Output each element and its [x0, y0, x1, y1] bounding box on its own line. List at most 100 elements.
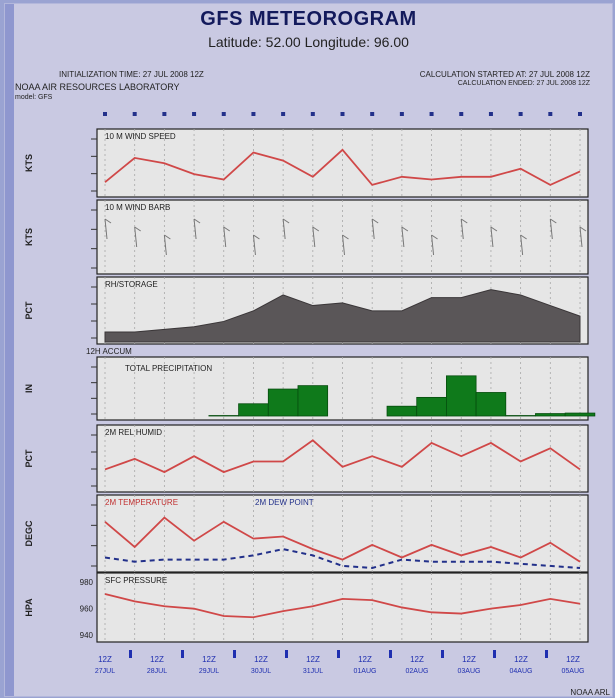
- time-axis-label: 12Z 30JUL: [251, 655, 271, 675]
- wind-barb-flag: [223, 226, 231, 232]
- wind-barb: [163, 234, 167, 256]
- time-label-date: 03AUG: [458, 668, 481, 675]
- y-axis-label: DEGC: [24, 520, 34, 547]
- precip-bar: [416, 396, 447, 417]
- panel-1: KTS 10 M WIND BARB: [24, 199, 589, 275]
- time-label-hour: 12Z: [410, 655, 424, 664]
- time-label-hour: 12Z: [150, 655, 164, 664]
- time-label-date: 31JUL: [303, 668, 323, 675]
- time-axis-label: 12Z 03AUG: [458, 655, 481, 675]
- hour-tick-mark: [281, 112, 286, 116]
- y-axis-label: PCT: [24, 301, 34, 320]
- time-axis-label: 12Z 31JUL: [303, 655, 323, 675]
- hour-tick-mark: [310, 112, 315, 116]
- time-label-date: 27JUL: [95, 668, 115, 675]
- panel-title: RH/STORAGE: [105, 280, 158, 289]
- time-label-date: 04AUG: [510, 668, 533, 675]
- y-tick-label: 980: [80, 578, 94, 587]
- panel-3: IN TOTAL PRECIPITATION 12H ACCUM: [24, 347, 596, 421]
- time-label-hour: 12Z: [566, 655, 580, 664]
- wind-barb-flag: [193, 218, 201, 224]
- time-label-hour: 12Z: [254, 655, 268, 664]
- precip-bar: [386, 405, 418, 417]
- hour-tick-mark: [429, 112, 434, 116]
- wind-barb: [223, 226, 227, 248]
- left-border-bar: [5, 4, 14, 696]
- hour-tick-mark: [221, 112, 226, 116]
- time-tick-mark: [285, 650, 288, 658]
- panel-2: PCT RH/STORAGE: [24, 276, 589, 345]
- hour-tick-mark: [192, 112, 197, 116]
- wind-barb-flag: [312, 226, 320, 232]
- panel-4: PCT 2M REL HUMID: [24, 424, 589, 493]
- line-series: [104, 548, 581, 570]
- precip-bar: [267, 388, 299, 417]
- calc-end: CALCULATION ENDED: 27 JUL 2008 12Z: [457, 80, 590, 87]
- panel-title: TOTAL PRECIPITATION: [125, 364, 212, 373]
- legend-label-temperature: 2M TEMPERATURE: [105, 498, 178, 507]
- wind-barb: [371, 218, 375, 240]
- wind-barb: [252, 234, 256, 256]
- wind-barb-flag: [104, 218, 112, 224]
- time-label-date: 02AUG: [406, 668, 429, 675]
- wind-barb-flag: [460, 218, 468, 224]
- panel-title: 10 M WIND SPEED: [105, 132, 176, 141]
- precip-bar: [297, 385, 329, 417]
- time-axis-label: 12Z 28JUL: [147, 655, 167, 675]
- hour-tick-mark: [488, 112, 493, 116]
- hour-tick-mark: [459, 112, 464, 116]
- wind-barb-flag: [134, 226, 141, 232]
- wind-barb: [193, 218, 197, 240]
- y-tick-label: 940: [80, 631, 94, 640]
- time-label-hour: 12Z: [462, 655, 476, 664]
- y-axis-label: PCT: [24, 449, 34, 468]
- model-name: model: GFS: [15, 94, 53, 101]
- page-subtitle: Latitude: 52.00 Longitude: 96.00: [208, 34, 409, 50]
- panel-6: HPA 980 960 940 SFC PRESSURE: [24, 572, 589, 643]
- time-label-date: 30JUL: [251, 668, 271, 675]
- hour-tick-mark: [251, 112, 256, 116]
- wind-barb-flag: [371, 218, 379, 224]
- wind-barb-flag: [164, 234, 171, 240]
- hour-tick-mark: [370, 112, 375, 116]
- wind-barb: [134, 226, 138, 248]
- time-tick-mark: [545, 650, 548, 658]
- time-tick-mark: [337, 650, 340, 658]
- panel-0: KTS 10 M WIND SPEED: [24, 128, 589, 198]
- y-axis-label: KTS: [24, 228, 34, 246]
- y-axis-label: IN: [24, 384, 34, 393]
- panel-title: SFC PRESSURE: [105, 576, 167, 585]
- wind-barb-flag: [520, 234, 527, 240]
- time-label-date: 01AUG: [354, 668, 377, 675]
- precip-bar: [564, 412, 596, 417]
- panel-title: 10 M WIND BARB: [105, 203, 170, 212]
- time-axis-label: 12Z 04AUG: [510, 655, 533, 675]
- time-tick-mark: [129, 650, 132, 658]
- wind-barb: [282, 218, 286, 240]
- lab-name: NOAA AIR RESOURCES LABORATORY: [15, 82, 180, 92]
- wind-barb: [312, 226, 316, 248]
- wind-barb-flag: [342, 234, 349, 240]
- footer-label: NOAA ARL: [570, 688, 610, 697]
- legend-label-dewpoint: 2M DEW POINT: [255, 498, 314, 507]
- time-axis-label: 12Z 05AUG: [562, 655, 585, 675]
- precip-bar: [446, 375, 477, 417]
- wind-barb-flag: [253, 234, 260, 240]
- y-axis-label: HPA: [24, 598, 34, 617]
- wind-barb-flag: [490, 226, 498, 232]
- wind-barb: [490, 226, 494, 248]
- hour-tick-mark: [162, 112, 167, 116]
- wind-barb-flag: [431, 234, 438, 240]
- hour-tick-mark: [399, 112, 404, 116]
- precip-bar: [238, 403, 269, 417]
- time-tick-mark: [493, 650, 496, 658]
- wind-barb: [104, 218, 108, 240]
- time-label-date: 29JUL: [199, 668, 219, 675]
- area-series: [104, 289, 581, 343]
- calc-start: CALCULATION STARTED AT: 27 JUL 2008 12Z: [419, 70, 590, 79]
- hour-tick-mark: [132, 112, 137, 116]
- wind-barb: [549, 218, 553, 240]
- wind-barb-flag: [282, 218, 290, 224]
- time-tick-mark: [233, 650, 236, 658]
